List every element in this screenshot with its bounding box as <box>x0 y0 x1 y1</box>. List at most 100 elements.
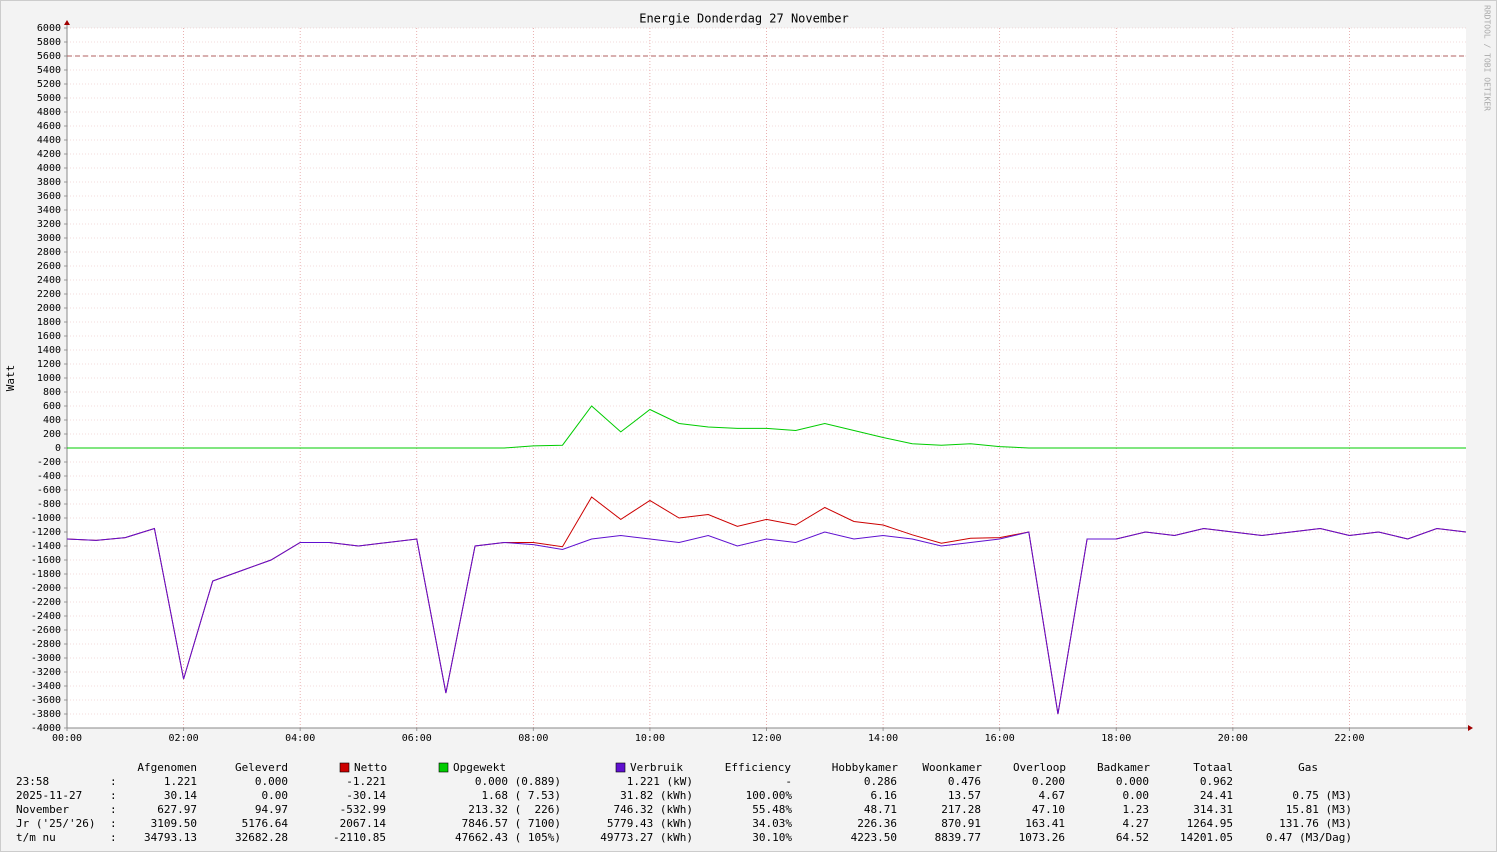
y-tick-label: 1200 <box>37 359 61 370</box>
table-cell: 24.41 <box>1200 789 1233 802</box>
axis-arrow <box>1468 725 1473 731</box>
table-cell: 34.03% <box>752 817 792 830</box>
y-tick-label: 0 <box>55 443 61 454</box>
table-cell: : <box>110 789 117 802</box>
table-cell: 0.000 <box>255 775 288 788</box>
table-cell: 55.48% <box>752 803 792 816</box>
y-tick-label: 1600 <box>37 331 61 342</box>
x-tick-label: 20:00 <box>1218 733 1248 744</box>
y-tick-label: -1000 <box>31 513 61 524</box>
y-tick-label: -3400 <box>31 681 61 692</box>
table-cell: 870.91 <box>941 817 981 830</box>
legend-label: Verbruik <box>630 761 683 774</box>
y-tick-label: 3400 <box>37 205 61 216</box>
table-header: Woonkamer <box>922 761 982 774</box>
table-cell: 14201.05 <box>1180 831 1233 844</box>
table-cell: 0.00 <box>262 789 289 802</box>
table-cell: 0.476 <box>948 775 981 788</box>
y-tick-label: -1200 <box>31 527 61 538</box>
y-tick-label: 2600 <box>37 261 61 272</box>
table-cell: 100.00% <box>746 789 793 802</box>
table-cell: 47.10 <box>1032 803 1065 816</box>
y-tick-label: -3800 <box>31 709 61 720</box>
legend-swatch <box>339 762 350 773</box>
axis-arrow <box>64 20 70 25</box>
y-tick-label: 600 <box>43 401 61 412</box>
table-cell: 4.67 <box>1039 789 1066 802</box>
table-header: Badkamer <box>1097 761 1150 774</box>
table-cell: 5779.43 (kWh) <box>607 817 693 830</box>
table-cell: 627.97 <box>157 803 197 816</box>
x-tick-label: 12:00 <box>751 733 781 744</box>
table-cell: -1.221 <box>346 775 386 788</box>
row-label: 23:58 <box>16 775 49 788</box>
x-tick-label: 04:00 <box>285 733 315 744</box>
y-tick-label: 3800 <box>37 177 61 188</box>
y-tick-label: -3000 <box>31 653 61 664</box>
table-header: Hobbykamer <box>832 761 899 774</box>
table-cell: 94.97 <box>255 803 288 816</box>
table-cell: 0.000 (0.889) <box>475 775 561 788</box>
y-tick-label: 5000 <box>37 93 61 104</box>
table-cell: 31.82 (kWh) <box>620 789 693 802</box>
row-label: 2025-11-27 <box>16 789 82 802</box>
table-cell: - <box>785 775 792 788</box>
y-tick-label: 1000 <box>37 373 61 384</box>
y-tick-label: -2400 <box>31 611 61 622</box>
table-cell: 1073.26 <box>1019 831 1065 844</box>
y-tick-label: 5800 <box>37 37 61 48</box>
table-cell: 746.32 (kWh) <box>614 803 693 816</box>
grid <box>66 27 1466 729</box>
table-cell: : <box>110 817 117 830</box>
table-cell: -2110.85 <box>333 831 386 844</box>
table-cell: 3109.50 <box>151 817 197 830</box>
y-tick-label: 4000 <box>37 163 61 174</box>
table-cell: 163.41 <box>1025 817 1065 830</box>
y-tick-label: -2800 <box>31 639 61 650</box>
table-header: Afgenomen <box>137 761 197 774</box>
legend-swatch <box>438 762 449 773</box>
table-cell: 213.32 ( 226) <box>468 803 561 816</box>
table-cell: 13.57 <box>948 789 981 802</box>
y-tick-label: 5200 <box>37 79 61 90</box>
table-cell: 32682.28 <box>235 831 288 844</box>
table-cell: 8839.77 <box>935 831 981 844</box>
x-tick-label: 02:00 <box>169 733 199 744</box>
legend-label: Opgewekt <box>453 761 506 774</box>
y-tick-label: 3000 <box>37 233 61 244</box>
y-tick-label: -400 <box>37 471 61 482</box>
y-tick-label: 5400 <box>37 65 61 76</box>
table-cell: 0.200 <box>1032 775 1065 788</box>
x-tick-label: 16:00 <box>985 733 1015 744</box>
y-tick-label: 4600 <box>37 121 61 132</box>
y-tick-label: -1400 <box>31 541 61 552</box>
row-label: November <box>16 803 69 816</box>
table-cell: 4.27 <box>1123 817 1150 830</box>
y-tick-label: 200 <box>43 429 61 440</box>
y-tick-label: 2000 <box>37 303 61 314</box>
y-tick-label: 2800 <box>37 247 61 258</box>
x-tick-label: 22:00 <box>1334 733 1364 744</box>
table-cell: 0.962 <box>1200 775 1233 788</box>
table-cell: -532.99 <box>340 803 386 816</box>
table-cell: 1.221 (kW) <box>627 775 693 788</box>
table-header: Gas <box>1298 761 1318 774</box>
watermark: RRDTOOL / TOBI OETIKER <box>1483 5 1492 111</box>
table-cell: 64.52 <box>1116 831 1149 844</box>
x-tick-label: 00:00 <box>52 733 82 744</box>
y-tick-label: 400 <box>43 415 61 426</box>
y-tick-label: -2200 <box>31 597 61 608</box>
table-cell: 15.81 (M3) <box>1286 803 1352 816</box>
table-cell: : <box>110 831 117 844</box>
y-tick-label: -1600 <box>31 555 61 566</box>
y-tick-label: -3200 <box>31 667 61 678</box>
table-cell: : <box>110 775 117 788</box>
y-tick-label: 3200 <box>37 219 61 230</box>
table-cell: : <box>110 803 117 816</box>
y-tick-label: 5600 <box>37 51 61 62</box>
y-axis-label: Watt <box>4 365 17 392</box>
table-cell: 4223.50 <box>851 831 897 844</box>
y-tick-label: 2200 <box>37 289 61 300</box>
table-cell: 1.221 <box>164 775 197 788</box>
y-tick-label: 3600 <box>37 191 61 202</box>
